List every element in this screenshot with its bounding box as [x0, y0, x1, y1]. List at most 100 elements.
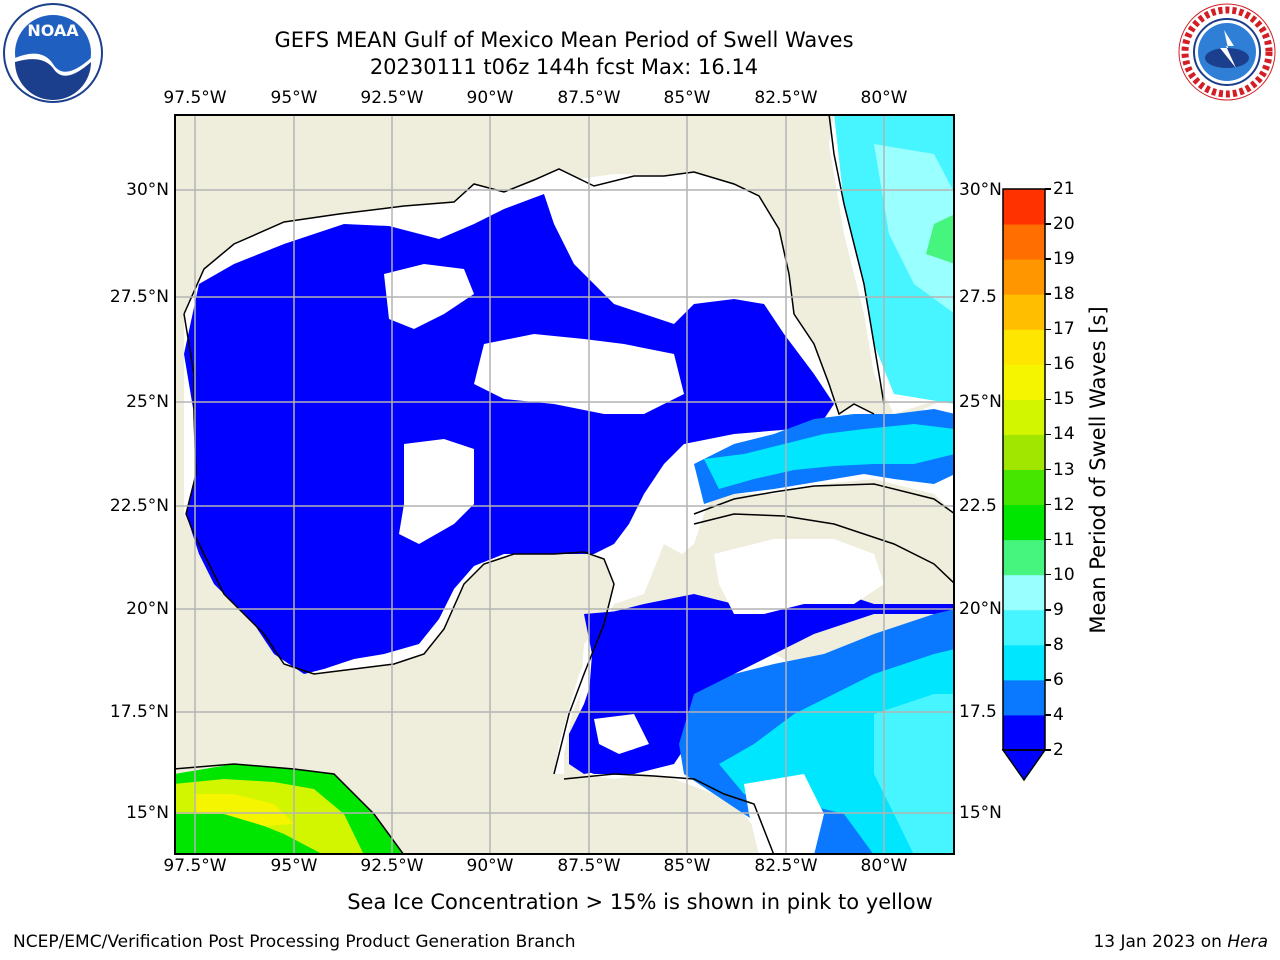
- chart-title: GEFS MEAN Gulf of Mexico Mean Period of …: [274, 28, 854, 52]
- coastline-honduras: [563, 773, 775, 854]
- lat-tick-left: 17.5°N: [109, 702, 169, 722]
- colorbar-tick: 13: [1053, 459, 1075, 480]
- lon-tick-bottom: 95°W: [270, 856, 318, 876]
- swell-zone-2s: [184, 194, 834, 674]
- swell-zone-6s-straits: [704, 424, 954, 489]
- colorbar-tick-mark: [1045, 573, 1051, 576]
- lat-tick-right: 17.5: [959, 702, 997, 722]
- lon-tick-bottom: 92.5°W: [360, 856, 424, 876]
- lat-tick-left: 30°N: [126, 180, 169, 200]
- lon-tick-top: 85°W: [663, 88, 711, 108]
- colorbar-tick: 15: [1053, 389, 1075, 410]
- no-data-patch: [399, 439, 474, 544]
- noaa-logo: NOAA: [2, 2, 104, 104]
- lat-tick-right: 20°N: [959, 599, 1002, 619]
- colorbar-band: [1003, 504, 1045, 541]
- graticule: [175, 115, 954, 854]
- colorbar-tick-mark: [1045, 433, 1051, 436]
- colorbar-band: [1003, 644, 1045, 681]
- coastline-cuba: [693, 483, 954, 515]
- colorbar-band: [1003, 574, 1045, 611]
- coastline-cuba-south: [693, 513, 954, 585]
- colorbar-band: [1003, 469, 1045, 506]
- colorbar-band: [1003, 399, 1045, 435]
- colorbar-tick: 11: [1053, 529, 1075, 550]
- colorbar-band: [1003, 294, 1045, 330]
- colorbar-tick: 2: [1053, 740, 1064, 760]
- lat-tick-left: 22.5°N: [109, 496, 169, 516]
- colorbar-tick-mark: [1045, 258, 1051, 260]
- lon-tick-bottom: 97.5°W: [163, 856, 227, 876]
- colorbar: [1001, 188, 1047, 782]
- lat-tick-left: 25°N: [126, 392, 169, 412]
- lat-tick-left: 27.5°N: [109, 287, 169, 307]
- colorbar-tick-mark: [1045, 503, 1051, 506]
- colorbar-tick: 14: [1053, 424, 1075, 445]
- colorbar-tick: 10: [1053, 564, 1075, 585]
- colorbar-tick: 9: [1053, 599, 1064, 620]
- lon-tick-top: 82.5°W: [754, 88, 818, 108]
- lon-tick-bottom: 85°W: [663, 856, 711, 876]
- no-data-patch: [714, 539, 884, 614]
- colorbar-extend-min: [1001, 749, 1047, 782]
- coastline-central-america: [175, 763, 405, 854]
- lon-tick-bottom: 90°W: [466, 856, 514, 876]
- lat-tick-right: 22.5: [959, 496, 997, 516]
- footer-date: 13 Jan 2023 on Hera: [1093, 932, 1268, 952]
- no-data-patch: [474, 334, 684, 414]
- colorbar-band: [1003, 679, 1045, 716]
- lon-tick-top: 95°W: [270, 88, 318, 108]
- nws-logo: [1176, 2, 1278, 102]
- map-border: [174, 114, 955, 855]
- map-panel: [174, 114, 955, 855]
- colorbar-label: Mean Period of Swell Waves [s]: [1086, 306, 1110, 634]
- svg-text:NOAA: NOAA: [27, 21, 79, 40]
- swell-zone-8s-south: [874, 694, 954, 854]
- colorbar-tick: 12: [1053, 494, 1075, 515]
- colorbar-tick-mark: [1045, 679, 1051, 681]
- no-data-patch: [544, 174, 774, 304]
- coastline-florida-east: [828, 115, 885, 405]
- lat-tick-right: 30°N: [959, 180, 1002, 200]
- swell-zone-8s-atlantic: [874, 144, 954, 314]
- colorbar-tick-mark: [1045, 468, 1051, 471]
- lon-tick-bottom: 80°W: [860, 856, 908, 876]
- coastline-gulf: [183, 168, 875, 416]
- sea-ice-note: Sea Ice Concentration > 15% is shown in …: [347, 890, 933, 914]
- footer-date-text: 13 Jan 2023 on: [1093, 932, 1228, 952]
- colorbar-tick: 20: [1053, 214, 1075, 235]
- colorbar-tick-mark: [1045, 644, 1051, 646]
- colorbar-tick: 6: [1053, 669, 1064, 690]
- no-data-patch: [744, 774, 824, 854]
- colorbar-tick: 21: [1053, 179, 1075, 199]
- colorbar-tick: 16: [1053, 354, 1075, 375]
- swell-zone-9s: [926, 214, 954, 264]
- lon-tick-top: 90°W: [466, 88, 514, 108]
- colorbar-band: [1003, 539, 1045, 576]
- lon-tick-bottom: 82.5°W: [754, 856, 818, 876]
- lat-tick-left: 15°N: [126, 803, 169, 823]
- lon-tick-top: 97.5°W: [163, 88, 227, 108]
- colorbar-tick-mark: [1045, 223, 1051, 225]
- colorbar-band: [1003, 434, 1045, 470]
- coastline-mexico: [183, 313, 615, 775]
- colorbar-band: [1003, 714, 1045, 751]
- lon-tick-top: 92.5°W: [360, 88, 424, 108]
- lat-tick-right: 27.5: [959, 287, 997, 307]
- footer-host: Hera: [1227, 932, 1268, 952]
- colorbar-band: [1003, 329, 1045, 365]
- colorbar-tick: 4: [1053, 704, 1064, 725]
- chart-subtitle: 20230111 t06z 144h fcst Max: 16.14: [369, 55, 759, 79]
- colorbar-band: [1003, 259, 1045, 295]
- colorbar-band: [1003, 364, 1045, 400]
- colorbar-tick-mark: [1045, 363, 1051, 366]
- lon-tick-top: 87.5°W: [557, 88, 621, 108]
- footer-credit: NCEP/EMC/Verification Post Processing Pr…: [13, 932, 576, 952]
- colorbar-tick-mark: [1045, 609, 1051, 611]
- colorbar-tick-mark: [1045, 398, 1051, 401]
- colorbar-tick-mark: [1045, 293, 1051, 295]
- lat-tick-right: 15°N: [959, 803, 1002, 823]
- pacific-high-period-yellow-2: [194, 794, 294, 826]
- colorbar-tick-mark: [1045, 749, 1051, 751]
- no-data-patch: [594, 714, 649, 754]
